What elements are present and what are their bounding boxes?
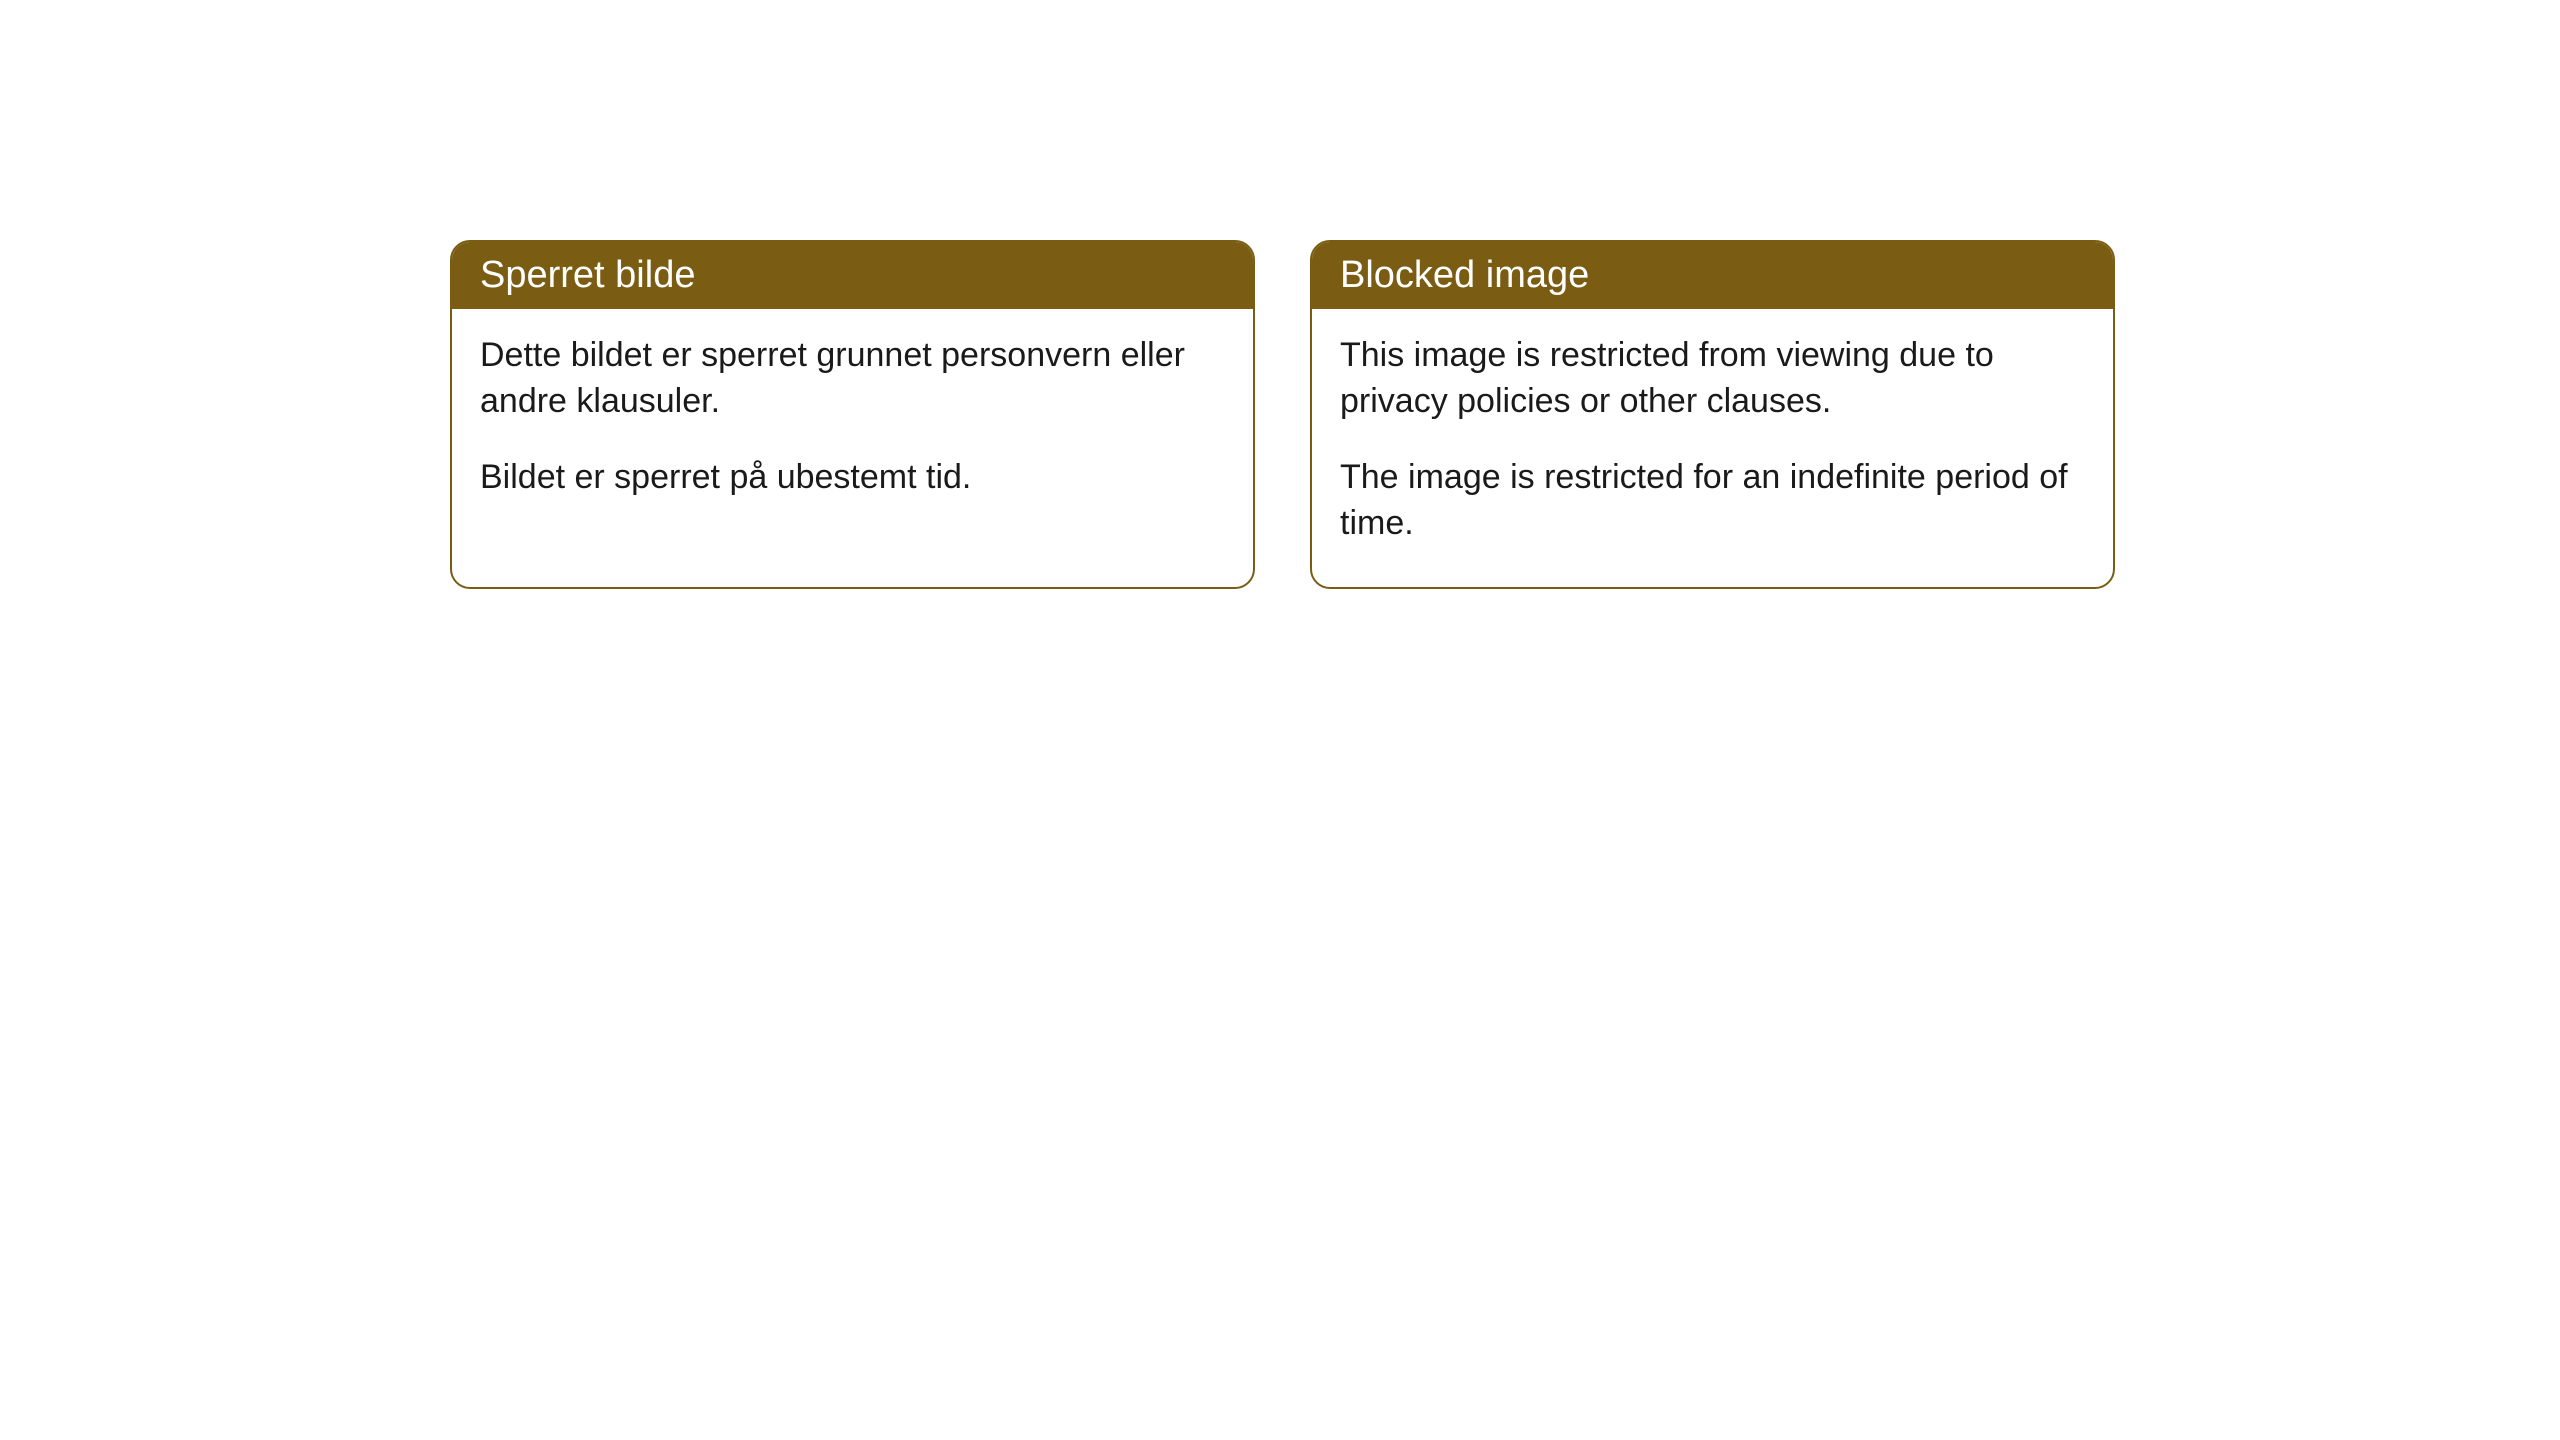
card-title: Sperret bilde	[480, 254, 695, 296]
card-body: Dette bildet er sperret grunnet personve…	[452, 309, 1253, 541]
card-header: Blocked image	[1312, 242, 2113, 309]
card-paragraph: Bildet er sperret på ubestemt tid.	[480, 455, 1225, 501]
card-paragraph: The image is restricted for an indefinit…	[1340, 455, 2085, 547]
card-paragraph: This image is restricted from viewing du…	[1340, 333, 2085, 425]
card-title: Blocked image	[1340, 254, 1589, 296]
notice-card-english: Blocked image This image is restricted f…	[1310, 240, 2115, 589]
card-paragraph: Dette bildet er sperret grunnet personve…	[480, 333, 1225, 425]
card-body: This image is restricted from viewing du…	[1312, 309, 2113, 587]
notice-card-norwegian: Sperret bilde Dette bildet er sperret gr…	[450, 240, 1255, 589]
card-header: Sperret bilde	[452, 242, 1253, 309]
notice-cards-container: Sperret bilde Dette bildet er sperret gr…	[450, 240, 2560, 589]
